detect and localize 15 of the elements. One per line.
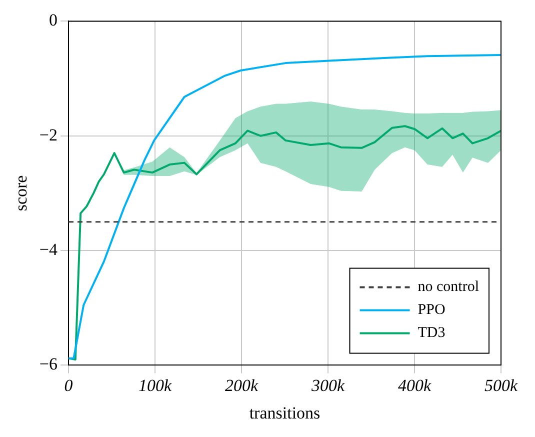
y-tick-label: −6 bbox=[39, 354, 58, 374]
x-tick-label: 300k bbox=[310, 376, 345, 395]
x-tick-label: 500k bbox=[484, 376, 518, 395]
y-axis-title: score bbox=[12, 175, 31, 212]
y-tick-label: 0 bbox=[48, 10, 58, 30]
legend-label: TD3 bbox=[418, 325, 446, 342]
legend-label: no control bbox=[418, 279, 480, 296]
y-tick-label: −4 bbox=[39, 240, 58, 259]
x-tick-label: 200k bbox=[224, 376, 258, 395]
x-tick-label: 0 bbox=[64, 376, 74, 395]
x-tick-label: 100k bbox=[138, 376, 172, 395]
x-tick-label: 400k bbox=[398, 376, 432, 395]
x-axis-title: transitions bbox=[249, 403, 320, 422]
y-tick-label: −2 bbox=[39, 125, 58, 144]
legend-label: PPO bbox=[418, 302, 446, 318]
